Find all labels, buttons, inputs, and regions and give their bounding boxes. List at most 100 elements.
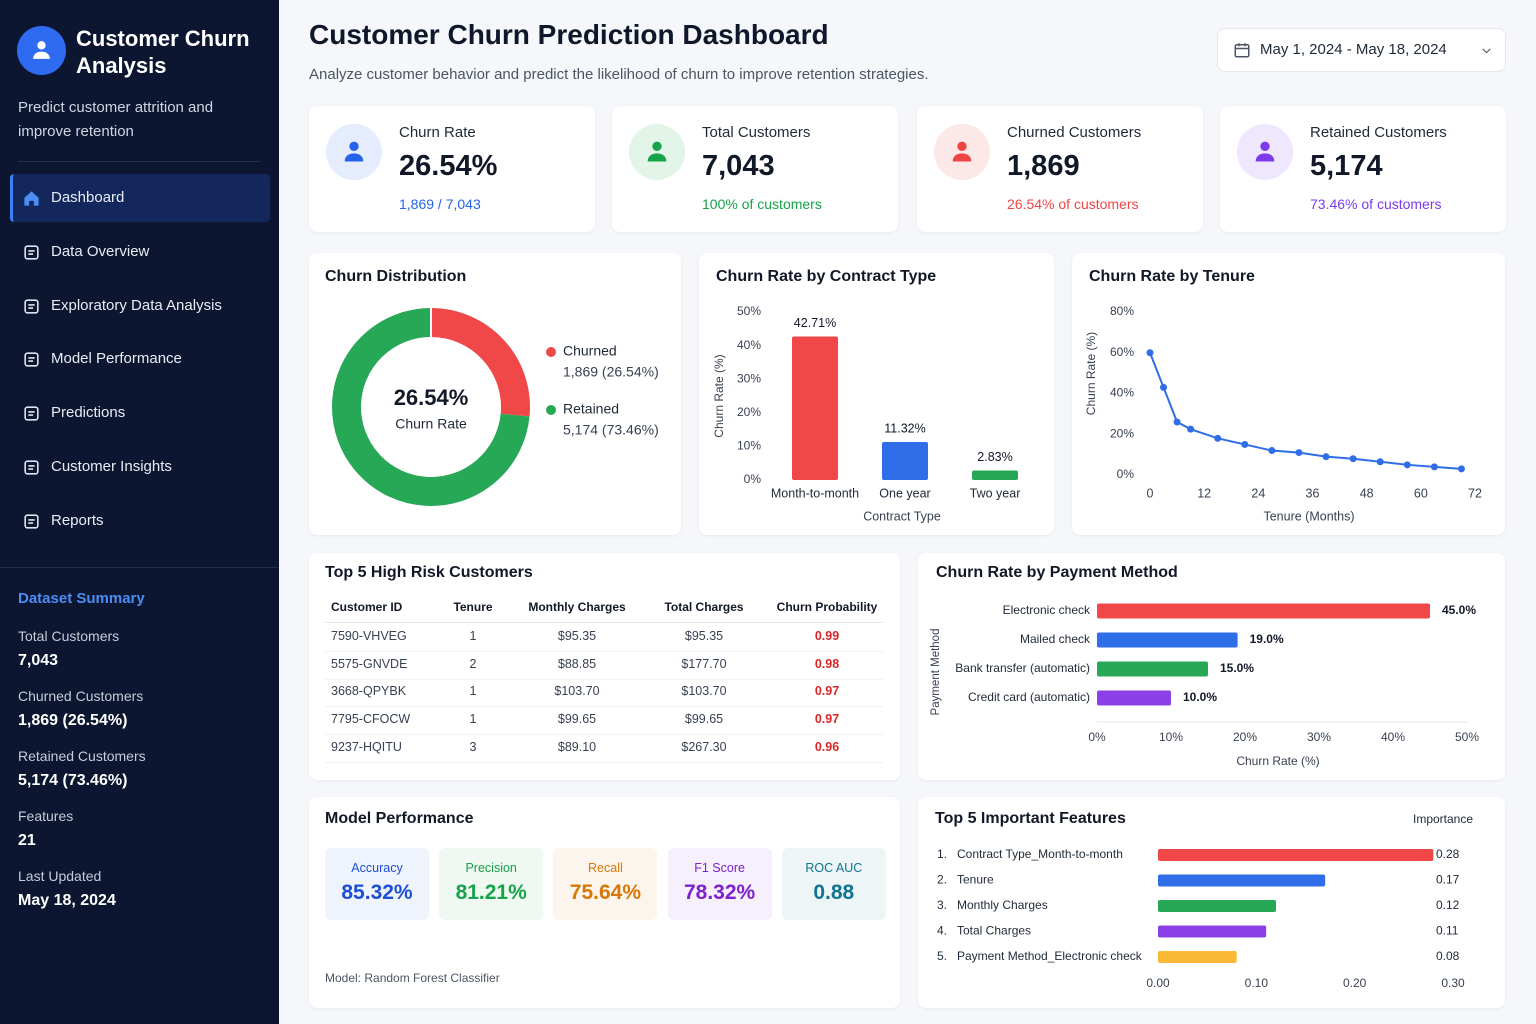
line-point bbox=[1214, 434, 1222, 442]
x-tick-label: 40% bbox=[1381, 730, 1405, 744]
page-title: Customer Churn Prediction Dashboard bbox=[309, 19, 829, 50]
donut-center-value: 26.54% bbox=[394, 385, 469, 410]
y-tick-label: 40% bbox=[1110, 386, 1134, 400]
line-point bbox=[1457, 465, 1465, 473]
brand-subtitle: Predict customer attrition and improve r… bbox=[18, 99, 214, 140]
line-point bbox=[1160, 383, 1168, 391]
nav-label: Dashboard bbox=[51, 189, 125, 206]
value-label: 0.11 bbox=[1436, 924, 1459, 938]
nav-item[interactable]: Predictions bbox=[10, 389, 270, 437]
category-label: Mailed check bbox=[1020, 632, 1091, 646]
nav-item[interactable]: Data Overview bbox=[10, 228, 270, 276]
line-point bbox=[1322, 453, 1330, 461]
card: Churn Rate 26.54% 1,869 / 7,043 bbox=[309, 106, 595, 232]
summary-label: Total Customers bbox=[18, 628, 120, 644]
icon-glyph bbox=[1255, 141, 1275, 162]
icon-glyph bbox=[33, 41, 50, 59]
icon-glyph bbox=[24, 352, 39, 368]
table-cell: 0.99 bbox=[814, 629, 840, 643]
metric-label: ROC AUC bbox=[805, 861, 863, 875]
table-rule bbox=[325, 651, 883, 652]
logo-icon bbox=[17, 26, 66, 75]
summary-label: Churned Customers bbox=[18, 688, 144, 704]
table-cell: $103.70 bbox=[554, 684, 600, 699]
line-point bbox=[1187, 425, 1195, 433]
icon-glyph bbox=[24, 460, 39, 475]
y-tick-label: 20% bbox=[1110, 426, 1134, 440]
category-label: Total Charges bbox=[957, 924, 1031, 938]
summary-value: May 18, 2024 bbox=[18, 892, 116, 909]
line-point bbox=[1241, 440, 1249, 448]
page-subtitle: Analyze customer behavior and predict th… bbox=[309, 66, 929, 83]
nav-item[interactable]: Dashboard bbox=[10, 174, 270, 222]
icon bbox=[340, 137, 368, 165]
bar bbox=[1097, 603, 1430, 619]
line-point bbox=[1403, 461, 1411, 469]
value-label: 2.83% bbox=[977, 450, 1012, 464]
icon-glyph bbox=[24, 298, 39, 314]
nav-item[interactable]: Customer Insights bbox=[10, 443, 270, 491]
nav-label: Exploratory Data Analysis bbox=[51, 296, 222, 314]
icon-glyph bbox=[1234, 43, 1250, 58]
table-cell: $177.70 bbox=[681, 656, 727, 671]
card bbox=[699, 253, 1054, 535]
value-label: 45.0% bbox=[1442, 603, 1476, 617]
category-label: Contract Type_Month-to-month bbox=[957, 847, 1123, 861]
card: Model Performance Accuracy 85.32% Precision… bbox=[309, 797, 900, 1008]
table-cell: $267.30 bbox=[681, 739, 727, 754]
kpi-note: 1,869 / 7,043 bbox=[399, 196, 481, 212]
x-tick-label: One year bbox=[879, 486, 930, 500]
icon bbox=[29, 37, 54, 62]
nav-item[interactable]: Exploratory Data Analysis bbox=[10, 282, 270, 330]
donut-center-label: Churn Rate bbox=[395, 416, 467, 432]
nav-label: Data Overview bbox=[51, 242, 150, 260]
model-note: Model: Random Forest Classifier bbox=[325, 971, 500, 985]
kpi-value: 1,869 bbox=[1007, 150, 1080, 182]
table-cell: $99.65 bbox=[557, 712, 597, 727]
metric-value: 78.32% bbox=[683, 881, 756, 904]
value-label: 42.71% bbox=[794, 316, 836, 330]
line-point bbox=[1295, 449, 1303, 457]
icon bbox=[948, 137, 976, 165]
x-tick-label: 0.20 bbox=[1343, 976, 1367, 990]
x-axis-label: Tenure (Months) bbox=[1263, 509, 1354, 523]
value-label: 11.32% bbox=[884, 421, 925, 435]
icon bbox=[1233, 41, 1251, 59]
y-tick-label: 30% bbox=[737, 371, 761, 385]
rank: 2. bbox=[937, 873, 947, 887]
donut-slice bbox=[332, 308, 530, 506]
date-picker[interactable]: May 1, 2024 - May 18, 2024 bbox=[1217, 28, 1506, 72]
table-cell: Total Charges bbox=[664, 600, 744, 614]
bar bbox=[1097, 690, 1171, 706]
table-cell: Monthly Charges bbox=[528, 600, 626, 614]
rank: 5. bbox=[937, 949, 947, 963]
table-title: Top 5 High Risk Customers bbox=[325, 564, 533, 581]
icon bbox=[22, 404, 41, 423]
summary-value: 1,869 (26.54%) bbox=[18, 712, 128, 729]
table-cell: Tenure bbox=[453, 600, 493, 614]
x-tick-label: 0.00 bbox=[1146, 976, 1170, 990]
x-axis-label: Contract Type bbox=[863, 509, 941, 523]
icon bbox=[22, 243, 41, 262]
icon-glyph bbox=[952, 141, 972, 162]
nav-item[interactable]: Reports bbox=[10, 497, 270, 545]
card bbox=[309, 253, 681, 535]
rank: 3. bbox=[937, 898, 947, 912]
table-cell: $95.35 bbox=[684, 629, 724, 643]
metric-bg bbox=[439, 848, 544, 920]
category-label: Electronic check bbox=[1003, 603, 1091, 617]
metric-label: Recall bbox=[588, 861, 623, 875]
icon bbox=[22, 512, 41, 531]
card bbox=[1072, 253, 1505, 535]
nav-item[interactable]: Model Performance bbox=[10, 335, 270, 383]
bar bbox=[972, 470, 1018, 480]
legend-label: Churned bbox=[563, 343, 617, 359]
icon bbox=[22, 350, 41, 369]
kpi-label: Churned Customers bbox=[1007, 124, 1142, 141]
x-tick-label: 0.10 bbox=[1245, 976, 1269, 990]
category-label: Monthly Charges bbox=[957, 898, 1048, 912]
kpi-icon-bg bbox=[1237, 124, 1293, 180]
table-cell: 7795-CFOCW bbox=[331, 712, 411, 727]
brand-title: Customer Churn Analysis bbox=[76, 26, 250, 78]
table-cell: Churn Probability bbox=[776, 600, 878, 614]
